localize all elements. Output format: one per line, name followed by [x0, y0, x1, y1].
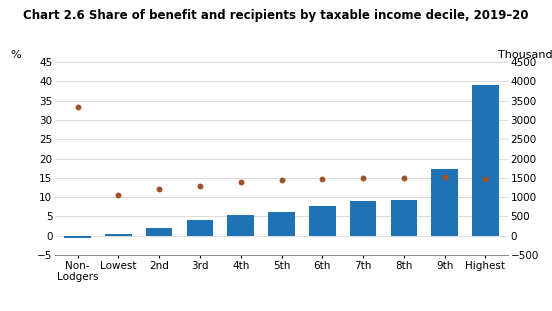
Point — [359, 175, 368, 180]
Point — [195, 183, 204, 188]
Bar — [187, 220, 213, 236]
Bar — [105, 234, 132, 236]
Bar — [65, 236, 91, 238]
Text: %: % — [10, 50, 20, 60]
Bar — [309, 206, 336, 236]
Bar — [146, 228, 172, 236]
Point — [400, 175, 408, 180]
Point — [318, 176, 327, 181]
Point — [481, 176, 490, 181]
Point — [277, 177, 286, 182]
Point — [236, 179, 245, 184]
Point — [155, 186, 163, 191]
Bar — [227, 215, 254, 236]
Point — [73, 104, 82, 109]
Bar — [472, 85, 498, 236]
Point — [114, 193, 123, 198]
Bar — [391, 200, 417, 236]
Bar — [350, 201, 376, 236]
Bar — [268, 212, 295, 236]
Bar — [431, 169, 458, 236]
Text: Chart 2.6 Share of benefit and recipients by taxable income decile, 2019–20: Chart 2.6 Share of benefit and recipient… — [23, 9, 529, 22]
Text: Thousand: Thousand — [498, 50, 552, 60]
Point — [440, 174, 449, 179]
